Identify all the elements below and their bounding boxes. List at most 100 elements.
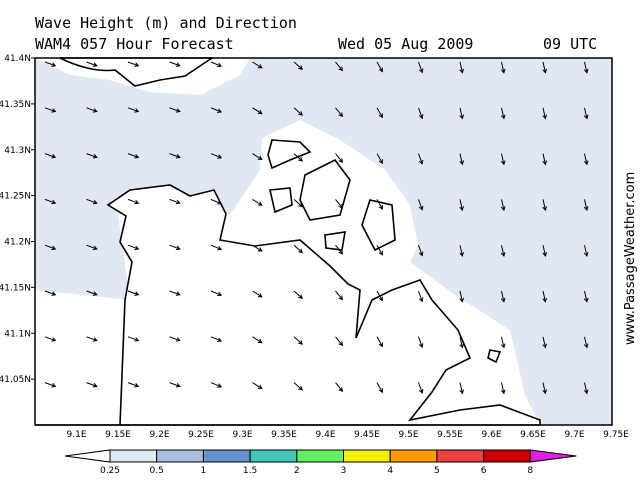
wave-arrow — [127, 290, 140, 296]
wave-arrow — [376, 382, 383, 394]
wave-arrow — [583, 153, 589, 166]
subtitle: WAM4 057 Hour Forecast — [35, 35, 234, 53]
wave-arrow — [210, 153, 223, 159]
lon-label: 9.15E — [105, 430, 131, 440]
wave-arrow — [418, 382, 424, 394]
lat-label: 41.1N — [4, 329, 31, 339]
wave-arrow — [127, 382, 140, 388]
wave-arrow — [500, 336, 506, 349]
wave-arrow — [376, 290, 383, 302]
wave-arrow — [335, 290, 344, 301]
lat-label: 41.4N — [4, 54, 31, 64]
wave-arrow — [500, 107, 506, 120]
wave-arrow — [376, 199, 383, 210]
lon-label: 9.1E — [67, 430, 87, 440]
colorbar-label: 5 — [434, 466, 440, 476]
wave-arrow — [418, 199, 424, 211]
wave-arrow — [169, 153, 181, 159]
lat-label: 41.2N — [4, 238, 31, 248]
wave-arrow — [210, 107, 223, 113]
wave-arrow — [418, 107, 424, 120]
wave-arrow — [500, 245, 506, 257]
title: Wave Height (m) and Direction — [35, 14, 297, 32]
colorbar-above — [529, 449, 577, 463]
wave-arrow — [418, 153, 424, 165]
wave-arrow — [500, 382, 506, 395]
wave-arrow — [542, 382, 547, 395]
island — [267, 139, 502, 364]
lon-label: 9.6E — [482, 430, 502, 440]
lat-label: 41.35N — [0, 100, 31, 110]
lat-label: 41.25N — [0, 192, 31, 202]
wave-arrow — [542, 336, 547, 349]
wave-arrow — [500, 290, 506, 303]
wave-arrow — [44, 107, 57, 113]
coastline — [35, 184, 541, 426]
wave-arrow — [127, 153, 140, 159]
lon-label: 9.55E — [437, 430, 463, 440]
wave-arrow — [583, 382, 589, 395]
wave-arrow — [335, 199, 344, 209]
wave-arrow — [86, 290, 98, 296]
wave-arrow — [335, 336, 344, 347]
wave-arrow — [542, 153, 547, 166]
wave-arrow — [44, 336, 57, 342]
wave-arrow — [459, 107, 464, 120]
wave-arrow — [459, 245, 464, 257]
wave-arrow — [293, 153, 304, 162]
wave-arrow — [542, 245, 547, 257]
colorbar-below — [64, 449, 111, 463]
wave-arrow — [459, 290, 464, 303]
wave-arrow — [86, 153, 98, 159]
wave-arrow — [86, 107, 98, 113]
wave-arrow — [583, 199, 589, 212]
lon-label: 9.35E — [271, 430, 297, 440]
wave-arrow — [418, 290, 424, 303]
wave-arrow — [335, 107, 344, 118]
lat-label: 41.05N — [0, 375, 31, 385]
wave-arrow — [293, 290, 304, 299]
wave-arrow — [210, 290, 223, 297]
wave-arrow — [127, 336, 140, 342]
lon-label: 9.3E — [233, 430, 253, 440]
wave-arrow — [583, 61, 589, 74]
wave-arrow — [500, 153, 506, 166]
wave-arrow — [293, 244, 304, 254]
colorbar-label: 2 — [294, 466, 300, 476]
wave-arrow — [127, 61, 140, 67]
wave-arrow — [459, 382, 464, 395]
wave-arrow — [376, 244, 383, 256]
wave-arrow — [583, 107, 589, 120]
wave-arrow — [169, 290, 181, 296]
colorbar-label: 8 — [527, 466, 533, 476]
wave-arrow — [583, 245, 589, 257]
wave-arrow — [169, 198, 181, 205]
wave-arrow — [500, 61, 506, 74]
wave-arrow — [542, 199, 547, 212]
wave-arrow — [127, 107, 140, 113]
colorbar-segment — [483, 449, 531, 463]
lon-label: 9.45E — [354, 430, 380, 440]
wave-arrow — [86, 198, 98, 205]
wave-arrow — [459, 153, 464, 166]
wave-arrow — [44, 198, 57, 205]
colorbar-label: 1.5 — [243, 466, 257, 476]
wave-arrow — [459, 199, 464, 212]
wave-arrow — [542, 290, 547, 303]
wave-arrow — [376, 336, 383, 348]
wave-arrow — [293, 336, 304, 345]
wave-arrow — [376, 153, 383, 165]
colorbar-segment — [109, 449, 158, 463]
wave-arrow — [44, 290, 57, 296]
wave-arrow — [335, 244, 344, 255]
wave-arrow — [418, 61, 424, 74]
wave-arrow — [459, 336, 464, 349]
wave-arrow — [210, 198, 223, 205]
wave-arrow — [293, 199, 304, 208]
wave-arrow — [86, 61, 98, 67]
wave-arrows — [44, 61, 589, 395]
wave-arrow — [459, 61, 464, 74]
date: Wed 05 Aug 2009 — [338, 35, 473, 53]
wave-arrow — [542, 61, 547, 74]
